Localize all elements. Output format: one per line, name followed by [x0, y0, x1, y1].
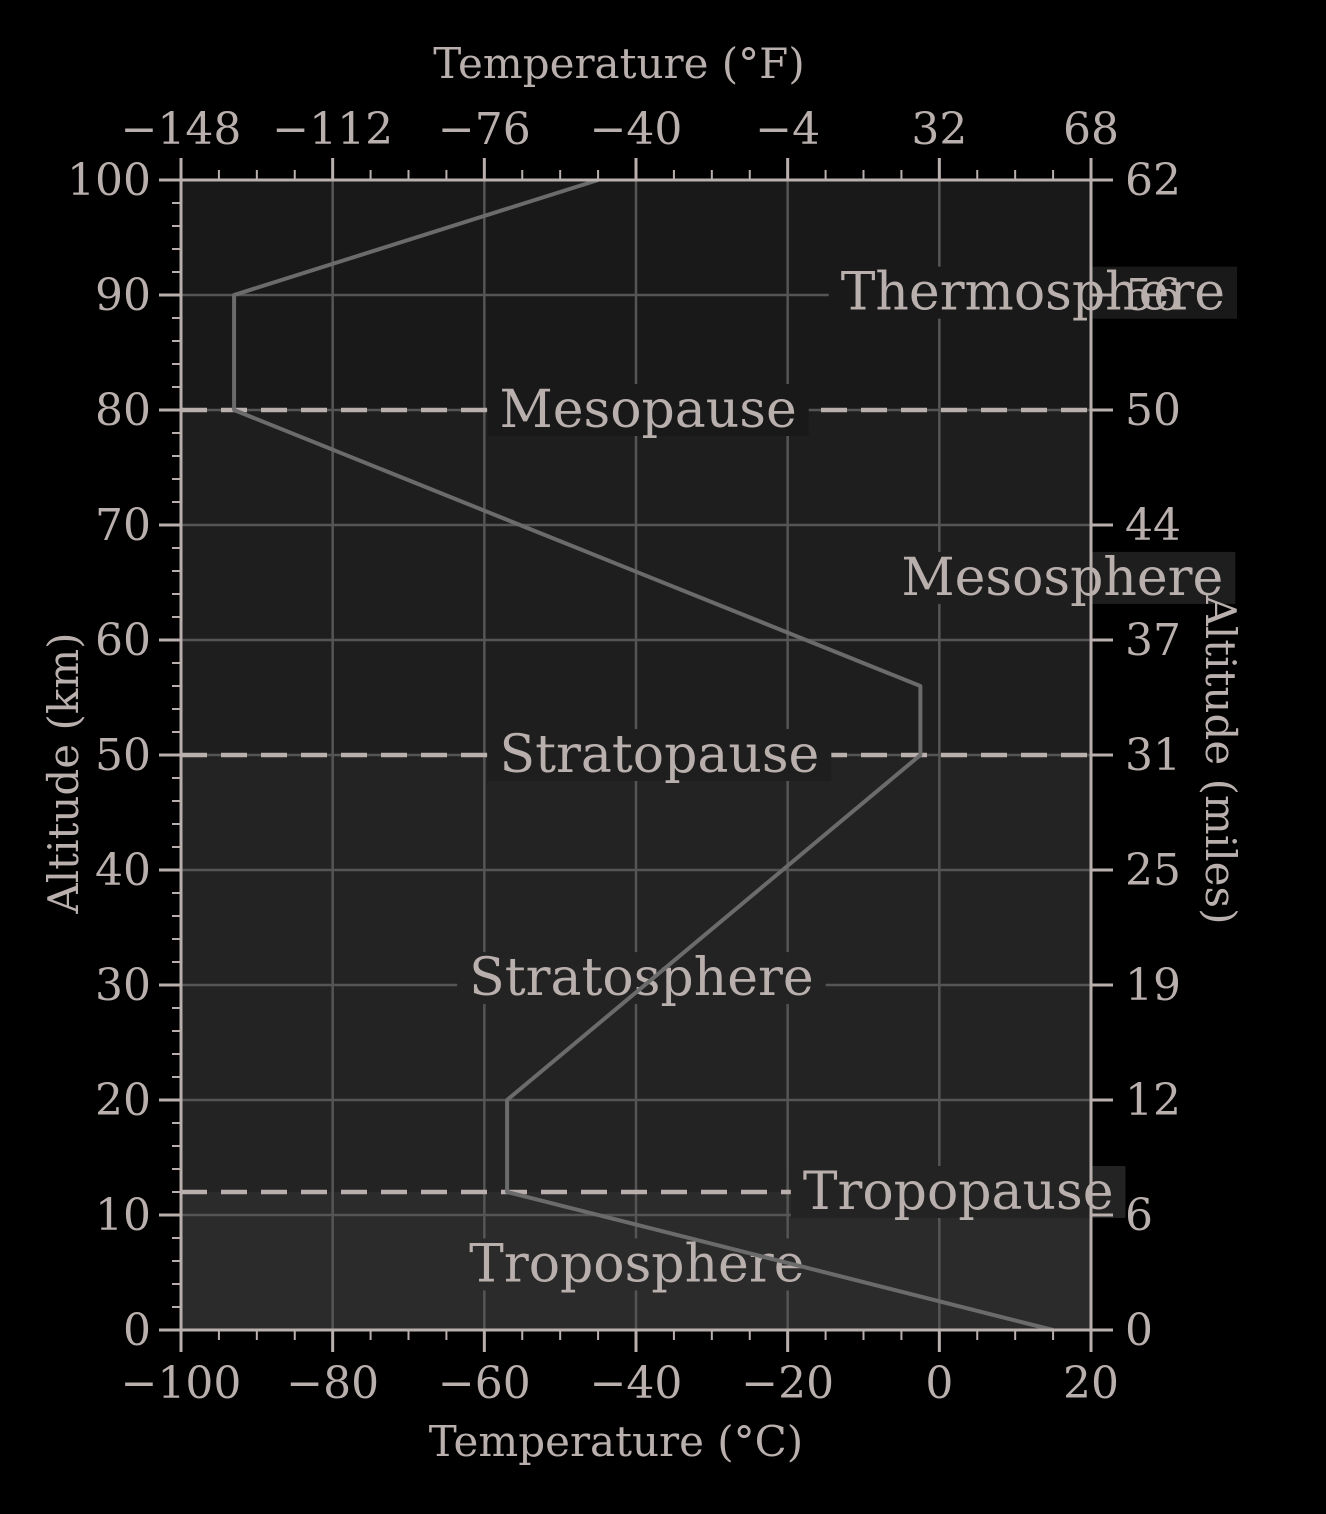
y-tick-label-left: 30	[95, 960, 151, 1011]
y-tick-label-right: 44	[1125, 500, 1181, 551]
y-tick-label-right: 31	[1125, 730, 1181, 781]
x-tick-label-bottom: −100	[121, 1358, 242, 1409]
layer-label-mesosphere: Mesosphere	[901, 548, 1223, 608]
y-tick-label-right: 6	[1125, 1190, 1153, 1241]
boundary-label-stratopause-bg	[487, 729, 832, 781]
axes: 0 10 20 30 40 50 60 70 80 90 100 0 6 12 19 25 31 37 44 50 56…	[67, 104, 1181, 1409]
temperature-profile	[232, 178, 1054, 1332]
layer-label-troposphere: Troposphere	[469, 1234, 804, 1294]
x-tick-label-top: 68	[1063, 104, 1119, 155]
y-tick-label-right: 12	[1125, 1075, 1181, 1126]
x-tick-label-bottom: −40	[590, 1358, 683, 1409]
x-tick-label-bottom: 20	[1063, 1358, 1119, 1409]
temperature-profile-line	[232, 178, 1054, 1332]
y-tick-label-right: 25	[1125, 845, 1181, 896]
layer-label-troposphere-bg	[457, 1238, 817, 1291]
boundary-label-tropopause-group: Tropopause	[790, 1162, 1126, 1222]
y-tick-label-left: 70	[95, 500, 151, 551]
x-tick-label-top: −76	[438, 104, 531, 155]
boundary-label-mesopause-group: Mesopause	[487, 380, 809, 440]
y-tick-label-right: 37	[1125, 615, 1181, 666]
x-tick-label-top: −148	[121, 104, 242, 155]
y-tick-label-right: 56	[1125, 270, 1181, 321]
y-tick-label-left: 50	[95, 730, 151, 781]
layer-label-thermosphere-group: Thermosphere	[828, 263, 1238, 323]
boundary-label-mesopause-bg	[487, 384, 809, 436]
layer-label-thermosphere-bg	[828, 266, 1238, 319]
y-tick-label-left: 100	[67, 155, 151, 206]
y-tick-label-left: 0	[123, 1305, 151, 1356]
y-axis-title-left: Altitude (km)	[39, 632, 88, 914]
y-tick-label-left: 10	[95, 1190, 151, 1241]
x-tick-label-top: −112	[272, 104, 393, 155]
layer-label-stratosphere-bg	[457, 952, 826, 1005]
boundary-label-mesopause: Mesopause	[500, 380, 797, 440]
boundary-label-tropopause: Tropopause	[803, 1162, 1114, 1222]
y-tick-label-left: 60	[95, 615, 151, 666]
x-tick-label-top: −4	[755, 104, 820, 155]
boundary-label-stratopause: Stratopause	[500, 725, 820, 785]
y-tick-label-right: 0	[1125, 1305, 1153, 1356]
x-tick-label-top: −40	[590, 104, 683, 155]
x-axis-title-bottom: Temperature (°C)	[429, 1417, 803, 1466]
layer-label-thermosphere: Thermosphere	[841, 263, 1225, 323]
layer-label-troposphere-group: Troposphere	[457, 1234, 817, 1294]
y-axis-title-right: Altitude (miles)	[1196, 595, 1245, 925]
layer-label-stratosphere: Stratosphere	[469, 948, 813, 1008]
layer-labels: Tropopause Stratopause Mesopause Tropospher…	[457, 263, 1238, 1294]
x-tick-label-bottom: −80	[286, 1358, 379, 1409]
x-tick-label-bottom: −60	[438, 1358, 531, 1409]
boundary-label-stratopause-group: Stratopause	[487, 725, 832, 785]
y-tick-label-left: 90	[95, 270, 151, 321]
layer-label-stratosphere-group: Stratosphere	[457, 948, 826, 1008]
x-axis-title-top: Temperature (°F)	[433, 39, 804, 88]
x-tick-label-top: 32	[911, 104, 967, 155]
y-tick-label-right: 62	[1125, 155, 1181, 206]
layer-label-mesosphere-bg	[889, 551, 1236, 604]
y-tick-label-left: 40	[95, 845, 151, 896]
y-tick-label-left: 80	[95, 385, 151, 436]
x-tick-label-bottom: −20	[741, 1358, 834, 1409]
y-tick-label-right: 50	[1125, 385, 1181, 436]
layer-label-mesosphere-group: Mesosphere	[889, 548, 1236, 608]
boundary-label-tropopause-bg	[790, 1166, 1126, 1218]
y-tick-label-left: 20	[95, 1075, 151, 1126]
y-tick-label-right: 19	[1125, 960, 1181, 1011]
x-tick-label-bottom: 0	[925, 1358, 953, 1409]
